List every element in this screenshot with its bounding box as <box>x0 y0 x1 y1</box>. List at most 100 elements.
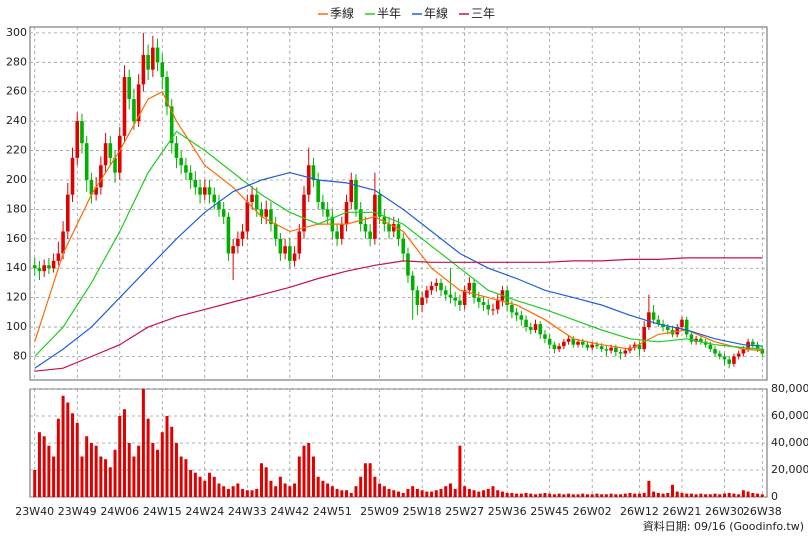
candle-body <box>618 352 623 354</box>
x-tick-label: 25W18 <box>403 505 442 518</box>
candle-body <box>510 304 514 313</box>
candle-body <box>477 297 481 303</box>
candle-body <box>736 353 741 357</box>
volume-bar <box>699 493 703 497</box>
ma-line <box>34 130 763 357</box>
candle-body <box>250 194 254 203</box>
candle-body <box>562 341 566 347</box>
candle-body <box>533 324 538 330</box>
candle-body <box>103 143 108 166</box>
candle-body <box>651 312 656 320</box>
candle-body <box>349 179 354 203</box>
candle-body <box>122 77 127 136</box>
y-tick-label: 260 <box>6 85 27 98</box>
volume-bar <box>628 492 632 497</box>
volume-bar <box>548 493 552 497</box>
volume-bar <box>500 491 504 497</box>
candle-body <box>585 344 590 348</box>
candle-body <box>387 224 391 232</box>
x-tick-label: 24W42 <box>270 505 309 518</box>
candle-body <box>141 54 146 85</box>
volume-bar <box>311 456 315 497</box>
volume-bar <box>85 436 89 497</box>
volume-bar <box>269 480 273 497</box>
volume-bar <box>425 491 429 497</box>
volume-bar <box>66 402 70 497</box>
volume-bar <box>236 483 240 497</box>
candle-body <box>732 356 736 364</box>
candle-body <box>410 275 415 291</box>
volume-bar <box>61 395 65 497</box>
candle-body <box>467 282 472 291</box>
volume-bar <box>42 436 46 497</box>
volume-bar <box>467 488 471 497</box>
candle-body <box>699 338 703 342</box>
volume-bar <box>519 493 523 497</box>
candle-body <box>99 165 103 188</box>
volume-bar <box>477 491 481 497</box>
volume-bar <box>637 493 641 497</box>
volume-bar <box>590 494 594 497</box>
candle-body <box>240 231 245 239</box>
candle-body <box>751 341 755 345</box>
volume-bar <box>47 445 51 497</box>
volume-bar <box>656 492 660 497</box>
volume-bar <box>704 494 708 497</box>
volume-bar <box>184 459 188 497</box>
candle-body <box>684 319 689 335</box>
candle-body <box>453 297 457 301</box>
candle-body <box>458 300 462 305</box>
volume-bar <box>534 494 538 497</box>
volume-bar <box>80 456 84 497</box>
candle-body <box>547 338 552 345</box>
volume-bar <box>363 463 367 497</box>
x-tick-label: 25W09 <box>360 505 399 518</box>
candle-body <box>127 77 132 100</box>
volume-bar <box>448 483 452 497</box>
volume-bar <box>397 491 400 497</box>
candle-body <box>207 187 212 195</box>
volume-bar <box>118 416 122 497</box>
volume-bar <box>434 490 438 497</box>
candle-body <box>543 334 547 339</box>
volume-bar <box>104 459 108 497</box>
candle-body <box>61 231 65 254</box>
candle-body <box>344 202 349 225</box>
volume-bar <box>439 488 443 497</box>
candle-body <box>363 224 368 232</box>
candle-body <box>108 143 113 158</box>
volume-bar <box>52 456 56 497</box>
volume-bar <box>760 494 764 497</box>
volume-bar <box>37 432 41 497</box>
candle-body <box>760 349 765 354</box>
candle-body <box>169 106 174 144</box>
candle-body <box>278 238 283 254</box>
volume-bar <box>179 456 183 497</box>
volume-bar <box>609 493 613 497</box>
candle-body <box>675 327 680 335</box>
candle-body <box>741 349 746 354</box>
y-tick-label: 180 <box>6 202 27 215</box>
candle-body <box>254 194 259 210</box>
candle-body <box>443 290 448 295</box>
candle-body <box>198 187 202 195</box>
candle-body <box>396 224 401 239</box>
candle-body <box>117 135 122 173</box>
volume-bar <box>231 486 235 497</box>
volume-bar <box>212 476 216 497</box>
volume-bar <box>694 494 698 497</box>
volume-bar <box>581 493 585 497</box>
x-tick-label: 25W27 <box>445 505 484 518</box>
candle-body <box>727 359 732 364</box>
volume-bar <box>113 449 117 497</box>
volume-bar <box>108 467 112 497</box>
candle-body <box>212 194 217 203</box>
candle-body <box>94 187 98 195</box>
volume-bar <box>737 494 741 497</box>
y-tick-label: 240 <box>6 114 27 127</box>
volume-bar <box>675 491 679 497</box>
y-tick-label: 100 <box>6 320 27 333</box>
volume-bar <box>633 493 637 497</box>
volume-bar <box>571 494 575 497</box>
volume-bar <box>165 416 169 497</box>
